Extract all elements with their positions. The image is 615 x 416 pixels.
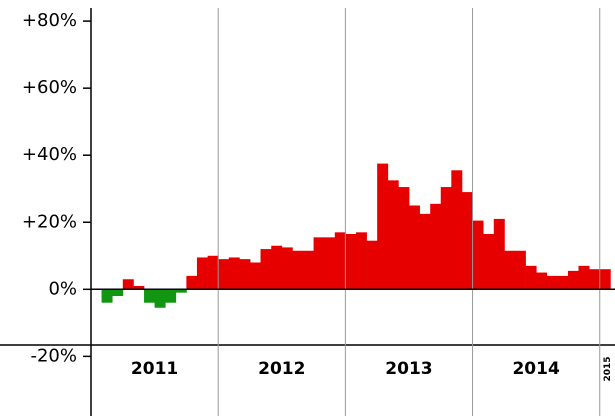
bar [440,187,452,290]
bar [536,272,548,290]
bar [144,289,156,303]
bar [546,275,558,290]
bar [451,170,463,290]
bar [260,249,272,290]
bar [525,265,537,290]
bar [567,270,579,290]
bar [303,250,314,290]
bar [101,289,113,303]
bar [239,259,251,290]
bar [504,250,516,290]
bar [461,192,473,290]
bar [557,275,569,290]
bar [514,250,526,290]
bar [313,237,325,290]
bar [472,220,484,290]
x-tick-label: 2014 [512,359,559,379]
bar [398,187,410,290]
bar [271,245,283,290]
bar [387,180,399,290]
y-tick-label: -20% [30,345,77,366]
y-tick-label: +40% [22,144,77,165]
bar [196,257,208,290]
bar [334,232,346,290]
bars [101,163,611,308]
bar [483,233,495,290]
bar [324,237,336,290]
bar [599,269,611,290]
bar [154,289,166,308]
bar [493,218,505,290]
bar [228,257,240,290]
x-tick-label: 2012 [258,359,305,379]
bar [249,262,261,290]
bar [430,203,442,290]
bar [377,163,389,290]
x-tick-label: 2011 [131,359,178,379]
bar [207,255,219,290]
bar [175,289,187,293]
bar [165,289,177,303]
bar [112,289,124,297]
x-tick-label: 2013 [385,359,432,379]
bar [133,285,145,290]
bar [355,232,367,290]
bar [345,233,357,290]
bar [408,205,420,290]
bar [281,247,293,290]
bar [578,265,590,290]
y-tick-label: +60% [22,77,77,98]
bar [589,269,601,290]
y-tick-label: 0% [48,278,77,299]
y-tick-label: +80% [22,10,77,31]
y-tick-label: +20% [22,211,77,232]
bar [292,250,304,290]
bar [218,259,230,290]
x-tick-label: 2015 [603,356,613,381]
bar [186,275,198,290]
bar [122,279,134,290]
bar [419,213,431,290]
bar [366,240,378,290]
